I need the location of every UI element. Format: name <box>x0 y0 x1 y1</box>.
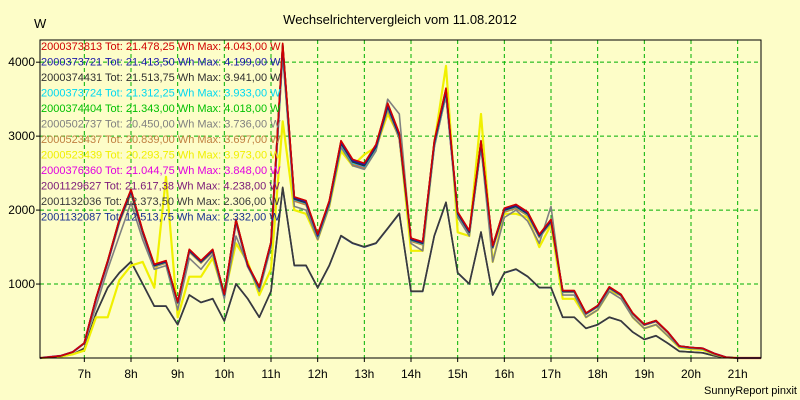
footer-credit: SunnyReport pinxit <box>704 385 797 397</box>
legend-entry-2000376360: 2000376360 Tot: 21.044,75 Wh Max: 3.848,… <box>41 165 281 177</box>
legend-entry-2000374431: 2000374431 Tot: 21.513,75 Wh Max: 3.941,… <box>41 72 281 84</box>
x-tick-label: 20h <box>681 367 701 381</box>
legend: 2000373813 Tot: 21.478,25 Wh Max: 4.043,… <box>41 41 281 224</box>
legend-entry-2001129627: 2001129627 Tot: 21.617,38 Wh Max: 4.238,… <box>41 181 280 193</box>
legend-entry-2000373721: 2000373721 Tot: 21.413,50 Wh Max: 4.199,… <box>41 57 281 69</box>
x-tick-label: 18h <box>588 367 608 381</box>
x-tick-label: 19h <box>634 367 654 381</box>
legend-entry-2000373724: 2000373724 Tot: 21.312,25 Wh Max: 3.933,… <box>41 88 281 100</box>
x-tick-label: 15h <box>448 367 468 381</box>
x-tick-label: 9h <box>171 367 184 381</box>
x-tick-label: 17h <box>541 367 561 381</box>
y-tick-label: 4000 <box>8 55 35 69</box>
y-axis-unit: W <box>34 16 47 31</box>
x-tick-label: 21h <box>728 367 748 381</box>
legend-entry-2000502737: 2000502737 Tot: 20.450,00 Wh Max: 3.736,… <box>41 119 281 131</box>
x-tick-label: 16h <box>494 367 514 381</box>
legend-entry-2001132087: 2001132087 Tot: 12.513,75 Wh Max: 2.332,… <box>41 212 280 224</box>
y-tick-label: 3000 <box>8 129 35 143</box>
legend-entry-2000373813: 2000373813 Tot: 21.478,25 Wh Max: 4.043,… <box>41 41 281 53</box>
plot-frame <box>39 39 762 359</box>
y-tick-label: 1000 <box>8 277 35 291</box>
legend-entry-2000374404: 2000374404 Tot: 21.343,00 Wh Max: 4.018,… <box>41 103 281 115</box>
x-tick-label: 14h <box>401 367 421 381</box>
x-tick-label: 13h <box>354 367 374 381</box>
legend-entry-2000523437: 2000523437 Tot: 20.839,00 Wh Max: 3.697,… <box>41 134 281 146</box>
y-axis-ticks: 1000 2000 3000 4000 <box>8 55 40 291</box>
x-tick-label: 12h <box>308 367 328 381</box>
series-line-2000502737 <box>39 53 761 359</box>
legend-entry-2000523439: 2000523439 Tot: 20.293,75 Wh Max: 3.973,… <box>41 150 281 162</box>
x-tick-label: 8h <box>124 367 137 381</box>
legend-entry-2001132036: 2001132036 Tot: 12.373,50 Wh Max: 2.306,… <box>41 196 280 208</box>
chart-title: Wechselrichtervergleich vom 11.08.2012 <box>283 12 517 27</box>
series-lines <box>39 42 761 360</box>
x-tick-label: 10h <box>214 367 234 381</box>
x-axis-ticks: 7h 8h 9h 10h 11h 12h 13h 14h 15h 16h 17h 18h 19h 20h 2… <box>78 358 748 381</box>
series-line-2000373813 <box>39 42 761 359</box>
x-tick-label: 11h <box>261 367 280 381</box>
series-line-2001132036 <box>39 186 761 359</box>
y-tick-label: 2000 <box>8 203 35 217</box>
x-tick-label: 7h <box>78 367 91 381</box>
